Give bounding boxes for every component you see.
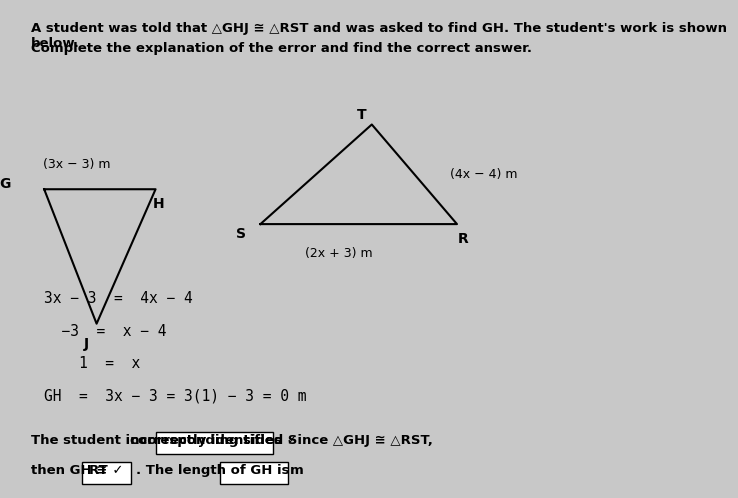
Text: . The length of GH is: . The length of GH is (136, 464, 289, 477)
Text: G: G (0, 177, 10, 191)
Text: 1  =  x: 1 = x (44, 356, 140, 371)
Text: m: m (290, 464, 304, 477)
Text: (3x − 3) m: (3x − 3) m (44, 158, 111, 171)
Text: then GH ≅: then GH ≅ (31, 464, 108, 477)
Text: RT ✓: RT ✓ (89, 464, 124, 477)
Text: 3x − 3  =  4x − 4: 3x − 3 = 4x − 4 (44, 291, 193, 306)
Text: (4x − 4) m: (4x − 4) m (450, 168, 518, 181)
Text: corresponding sides ✓: corresponding sides ✓ (130, 434, 297, 447)
Text: The student incorrectly identified: The student incorrectly identified (31, 434, 283, 447)
Text: Complete the explanation of the error and find the correct answer.: Complete the explanation of the error an… (31, 42, 532, 55)
Text: S: S (235, 227, 246, 241)
Text: H: H (153, 197, 165, 211)
Text: GH  =  3x − 3 = 3(1) − 3 = 0 m: GH = 3x − 3 = 3(1) − 3 = 0 m (44, 388, 307, 403)
Text: (2x + 3) m: (2x + 3) m (306, 248, 373, 260)
FancyBboxPatch shape (156, 432, 273, 454)
Text: . Since △GHJ ≅ △RST,: . Since △GHJ ≅ △RST, (278, 434, 433, 447)
Text: R: R (458, 232, 469, 246)
FancyBboxPatch shape (220, 462, 289, 484)
Text: A student was told that △GHJ ≅ △RST and was asked to find GH. The student's work: A student was told that △GHJ ≅ △RST and … (31, 22, 727, 50)
Text: −3  =  x − 4: −3 = x − 4 (44, 324, 167, 339)
Text: J: J (84, 337, 89, 351)
Text: T: T (357, 108, 367, 122)
FancyBboxPatch shape (82, 462, 131, 484)
